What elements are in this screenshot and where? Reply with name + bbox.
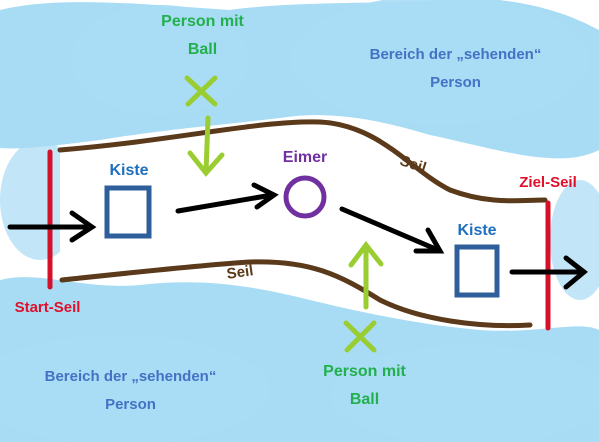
person-top-label-line1: Person mit xyxy=(161,13,244,30)
black-arrow-to-eimer xyxy=(175,182,279,214)
zone-bottom-label-line2: Person xyxy=(105,396,156,413)
goal-rope-label: Ziel-Seil xyxy=(519,174,577,191)
zone-top-label-line1: Bereich der „sehenden“ xyxy=(369,46,542,63)
person-top-label-line2: Ball xyxy=(187,41,218,58)
zone-top-label-line2: Person xyxy=(430,74,481,91)
person-bottom-x xyxy=(343,320,377,353)
kiste-right-box xyxy=(454,244,500,298)
kiste-right-label: Kiste xyxy=(457,222,497,239)
start-rope-label: Start-Seil xyxy=(14,299,81,316)
kiste-left-box xyxy=(104,185,152,239)
person-bottom-label-line1: Person mit xyxy=(323,363,406,380)
rope-top xyxy=(57,119,548,204)
zone-bottom-label-line1: Bereich der „sehenden“ xyxy=(44,368,217,385)
eimer-label: Eimer xyxy=(282,149,328,166)
black-arrow-to-kiste xyxy=(339,206,445,254)
green-arrow-up xyxy=(348,240,384,310)
rope-bottom xyxy=(59,259,533,329)
person-top-x xyxy=(184,75,218,107)
corridor-path xyxy=(60,121,545,327)
eimer-circle xyxy=(283,175,327,219)
black-arrow-entry xyxy=(7,210,97,243)
person-bottom-label-line2: Ball xyxy=(349,391,380,408)
green-arrow-down xyxy=(187,115,225,177)
black-arrow-exit xyxy=(509,255,588,290)
kiste-left-label: Kiste xyxy=(109,162,149,179)
